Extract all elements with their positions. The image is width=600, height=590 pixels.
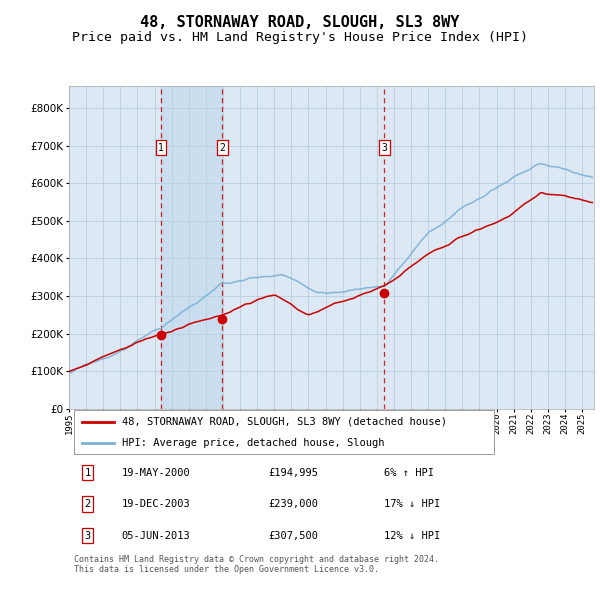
Text: 2: 2 [84,499,91,509]
Text: 3: 3 [381,143,387,153]
Text: 6% ↑ HPI: 6% ↑ HPI [384,467,434,477]
Text: 2: 2 [220,143,226,153]
Text: £239,000: £239,000 [269,499,319,509]
Text: £194,995: £194,995 [269,467,319,477]
FancyBboxPatch shape [74,410,494,454]
Text: 3: 3 [84,530,91,540]
Text: 1: 1 [84,467,91,477]
Bar [161,86,223,409]
Text: HPI: Average price, detached house, Slough: HPI: Average price, detached house, Slou… [121,438,384,448]
Text: Contains HM Land Registry data © Crown copyright and database right 2024.
This d: Contains HM Land Registry data © Crown c… [74,555,439,574]
Text: 17% ↓ HPI: 17% ↓ HPI [384,499,440,509]
Text: 19-MAY-2000: 19-MAY-2000 [121,467,190,477]
Text: 12% ↓ HPI: 12% ↓ HPI [384,530,440,540]
Text: 48, STORNAWAY ROAD, SLOUGH, SL3 8WY: 48, STORNAWAY ROAD, SLOUGH, SL3 8WY [140,15,460,30]
Text: Price paid vs. HM Land Registry's House Price Index (HPI): Price paid vs. HM Land Registry's House … [72,31,528,44]
Text: 19-DEC-2003: 19-DEC-2003 [121,499,190,509]
Text: 1: 1 [158,143,164,153]
Text: £307,500: £307,500 [269,530,319,540]
Text: 48, STORNAWAY ROAD, SLOUGH, SL3 8WY (detached house): 48, STORNAWAY ROAD, SLOUGH, SL3 8WY (det… [121,417,446,427]
Text: 05-JUN-2013: 05-JUN-2013 [121,530,190,540]
